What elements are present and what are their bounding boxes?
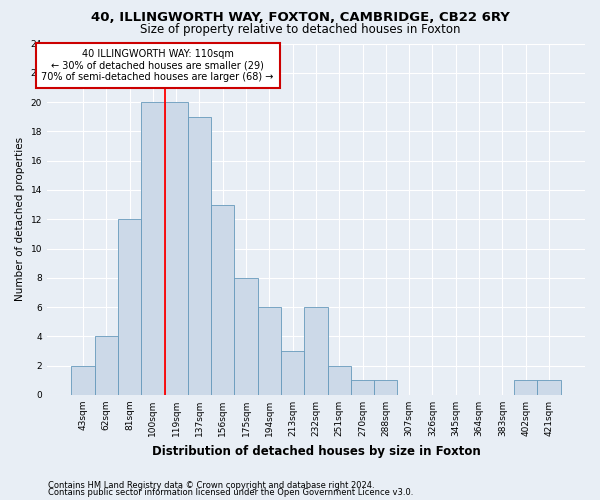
Text: Contains HM Land Registry data © Crown copyright and database right 2024.: Contains HM Land Registry data © Crown c… [48,481,374,490]
Bar [514,380,537,395]
Bar [304,307,328,395]
Text: 40 ILLINGWORTH WAY: 110sqm
← 30% of detached houses are smaller (29)
70% of semi: 40 ILLINGWORTH WAY: 110sqm ← 30% of deta… [41,49,274,82]
Bar [164,102,188,395]
Y-axis label: Number of detached properties: Number of detached properties [15,137,25,302]
Bar [328,366,351,395]
Bar [258,307,281,395]
Text: Contains public sector information licensed under the Open Government Licence v3: Contains public sector information licen… [48,488,413,497]
Bar [188,116,211,395]
X-axis label: Distribution of detached houses by size in Foxton: Distribution of detached houses by size … [152,444,481,458]
Bar [118,219,141,395]
Bar [351,380,374,395]
Bar [71,366,95,395]
Bar [281,351,304,395]
Bar [537,380,560,395]
Bar [211,204,235,395]
Bar [374,380,397,395]
Bar [235,278,258,395]
Text: 40, ILLINGWORTH WAY, FOXTON, CAMBRIDGE, CB22 6RY: 40, ILLINGWORTH WAY, FOXTON, CAMBRIDGE, … [91,11,509,24]
Bar [141,102,164,395]
Text: Size of property relative to detached houses in Foxton: Size of property relative to detached ho… [140,22,460,36]
Bar [95,336,118,395]
